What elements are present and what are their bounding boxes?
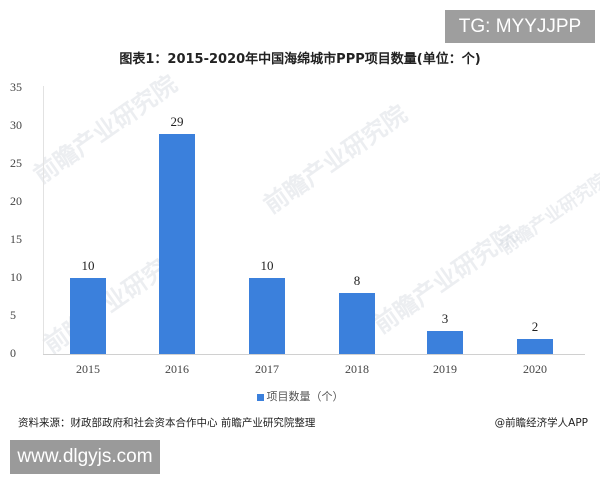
x-tick-label: 2015 [76,362,100,376]
x-axis-line [43,354,585,355]
x-tick-label: 2019 [433,362,457,376]
legend-swatch-icon [256,393,264,401]
bar-value-label: 29 [170,113,184,129]
bar-2020 [517,338,553,354]
site-watermark-badge: www.dlgyjs.com [10,440,160,474]
y-tick-label: 25 [10,156,22,170]
y-tick-label: 30 [10,118,22,132]
watermark: 前瞻产业研究院 [258,99,413,220]
y-tick-label: 35 [10,80,22,94]
chart-title: 图表1：2015-2020年中国海绵城市PPP项目数量(单位：个) [119,52,481,67]
x-tick-label: 2016 [165,362,189,376]
y-tick-label: 5 [10,308,16,322]
source-note: 资料来源：财政部政府和社会资本合作中心 前瞻产业研究院整理 [18,417,316,429]
legend-label: 项目数量（个） [266,390,344,403]
bar-2018 [339,293,375,354]
bar-value-label: 3 [441,311,449,327]
tg-watermark-badge: TG: MYYJJPP [445,10,595,43]
y-tick-label: 0 [10,346,16,360]
bar-value-label: 2 [531,318,539,334]
bar-2016 [159,133,195,354]
x-tick-label: 2017 [255,362,279,376]
credit-note: @前瞻经济学人APP [494,417,588,429]
bar-value-label: 8 [353,273,361,289]
x-tick-label: 2018 [345,362,369,376]
y-tick-label: 20 [10,194,22,208]
bar-2019 [427,331,463,354]
bar-value-label: 10 [81,258,95,273]
chart-legend: 项目数量（个） [0,388,600,404]
bar-2015 [70,278,106,354]
bar-2017 [249,278,285,354]
y-tick-label: 10 [10,270,22,284]
bar-value-label: 10 [260,258,274,273]
x-tick-label: 2020 [523,362,547,376]
y-tick-label: 15 [10,232,22,246]
y-axis-line [43,86,44,354]
watermark: 前瞻产业研究院 [496,169,600,259]
